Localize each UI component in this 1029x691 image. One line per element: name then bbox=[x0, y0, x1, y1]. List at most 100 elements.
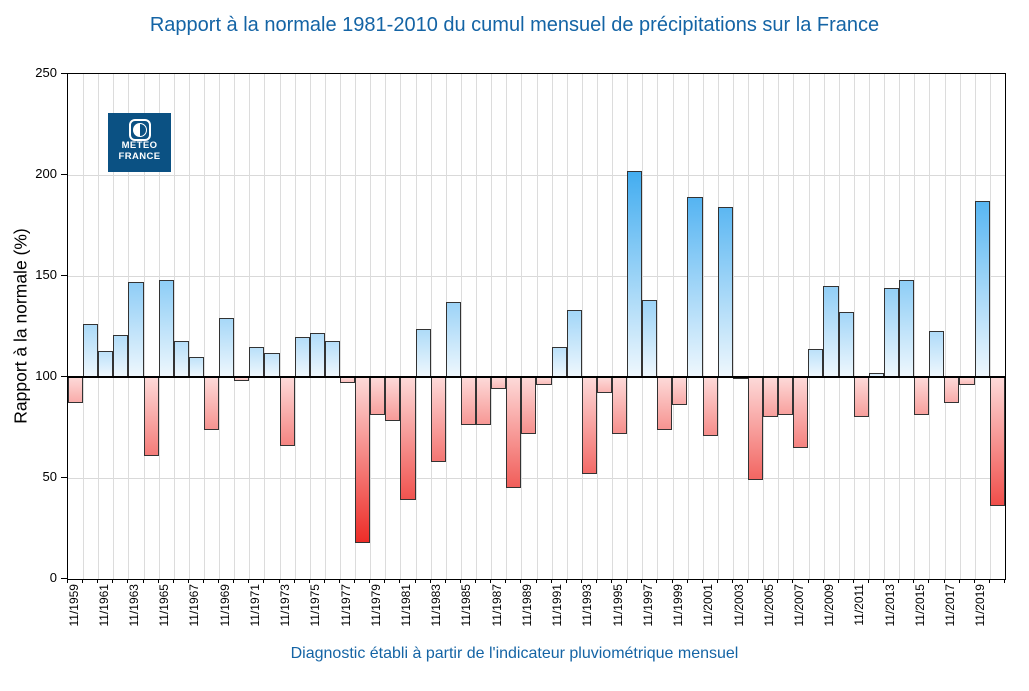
bar-11/1990 bbox=[536, 377, 552, 386]
bar-11/1986 bbox=[475, 377, 492, 426]
vgridline bbox=[143, 74, 145, 579]
vgridline bbox=[279, 74, 281, 579]
x-tick-label-11/2017: 11/2017 bbox=[943, 584, 958, 627]
x-tick bbox=[898, 579, 900, 583]
bar-11/2001 bbox=[702, 377, 718, 436]
x-tick bbox=[308, 579, 310, 583]
vgridline bbox=[113, 74, 115, 579]
bar-11/1965 bbox=[158, 280, 174, 377]
x-tick bbox=[777, 579, 779, 583]
x-tick bbox=[686, 579, 688, 583]
bar-slot bbox=[460, 74, 476, 579]
vgridline bbox=[944, 74, 946, 579]
vgridline bbox=[672, 74, 674, 579]
bar-11/1993 bbox=[581, 377, 597, 474]
bar-slot bbox=[974, 74, 990, 579]
vgridline bbox=[868, 74, 870, 579]
x-tick-label-11/2005: 11/2005 bbox=[761, 584, 776, 627]
vgridline bbox=[98, 74, 100, 579]
bar-11/2020 bbox=[989, 377, 1005, 507]
bar-11/2016 bbox=[929, 330, 945, 377]
bar-11/1972 bbox=[264, 352, 280, 377]
x-tick bbox=[852, 579, 854, 583]
x-tick bbox=[716, 579, 718, 583]
bar-slot bbox=[400, 74, 416, 579]
vgridline bbox=[400, 74, 402, 579]
vgridline bbox=[914, 74, 916, 579]
bar-11/2004 bbox=[747, 377, 764, 481]
x-tick bbox=[505, 579, 507, 583]
x-tick bbox=[611, 579, 613, 583]
vgridline bbox=[460, 74, 462, 579]
y-tick bbox=[61, 477, 67, 478]
y-tick-label-0: 0 bbox=[49, 570, 57, 585]
bar-slot bbox=[838, 74, 854, 579]
vgridline bbox=[581, 74, 583, 579]
bar-slot bbox=[309, 74, 325, 579]
x-tick bbox=[731, 579, 733, 583]
bar-slot bbox=[793, 74, 809, 579]
x-tick bbox=[218, 579, 220, 583]
bar-slot bbox=[611, 74, 628, 579]
bar-slot bbox=[899, 74, 915, 579]
vgridline bbox=[989, 74, 991, 579]
vgridline bbox=[929, 74, 931, 579]
x-tick bbox=[112, 579, 114, 583]
vgridline bbox=[793, 74, 795, 579]
baseline-100-line bbox=[68, 376, 1005, 378]
x-tick bbox=[580, 579, 582, 583]
vgridline bbox=[324, 74, 326, 579]
vgridline bbox=[596, 74, 598, 579]
y-axis-title: Rapport à la normale (%) bbox=[10, 228, 31, 424]
y-tick-label-200: 200 bbox=[35, 166, 57, 181]
vgridline bbox=[415, 74, 417, 579]
x-tick bbox=[988, 579, 990, 583]
bar-slot bbox=[959, 74, 975, 579]
bar-11/1975 bbox=[309, 332, 325, 377]
bar-slot bbox=[566, 74, 582, 579]
x-tick-label-11/1963: 11/1963 bbox=[127, 584, 141, 627]
bar-11/1983 bbox=[430, 377, 446, 462]
bar-11/1991 bbox=[551, 346, 567, 377]
x-tick bbox=[822, 579, 824, 583]
vgridline bbox=[536, 74, 538, 579]
bar-slot bbox=[188, 74, 204, 579]
bar-slot bbox=[355, 74, 371, 579]
bar-slot bbox=[929, 74, 945, 579]
x-tick-label-11/1979: 11/1979 bbox=[368, 584, 383, 627]
bar-slot bbox=[506, 74, 522, 579]
x-tick bbox=[1004, 579, 1005, 583]
x-tick bbox=[444, 579, 446, 583]
logo-text-line2: FRANCE bbox=[118, 150, 161, 162]
vgridline bbox=[551, 74, 553, 579]
vgridline bbox=[204, 74, 206, 579]
x-tick-label-11/1961: 11/1961 bbox=[96, 584, 111, 627]
x-tick bbox=[475, 579, 477, 583]
chart-title: Rapport à la normale 1981-2010 du cumul … bbox=[149, 14, 880, 36]
bar-slot bbox=[234, 74, 250, 579]
x-tick-label-11/2003: 11/2003 bbox=[731, 584, 746, 627]
bar-11/1971 bbox=[249, 346, 265, 377]
x-tick-label-11/2015: 11/2015 bbox=[912, 584, 927, 627]
bar-11/1962 bbox=[113, 334, 129, 377]
x-tick bbox=[913, 579, 915, 583]
bar-11/2009 bbox=[823, 286, 839, 377]
bar-slot bbox=[747, 74, 764, 579]
x-tick bbox=[399, 579, 401, 583]
vgridline bbox=[748, 74, 750, 579]
vgridline bbox=[173, 74, 175, 579]
x-tick bbox=[414, 579, 416, 583]
meteo-france-sphere-icon bbox=[128, 119, 151, 141]
x-tick bbox=[263, 579, 265, 583]
x-tick bbox=[943, 579, 945, 583]
vgridline bbox=[340, 74, 342, 579]
bar-slot bbox=[581, 74, 597, 579]
x-tick-label-11/1993: 11/1993 bbox=[580, 584, 595, 627]
bar-11/1981 bbox=[400, 377, 416, 501]
bar-11/1987 bbox=[491, 377, 507, 390]
x-tick bbox=[762, 579, 764, 583]
bar-slot bbox=[883, 74, 900, 579]
x-tick bbox=[671, 579, 673, 583]
vgridline bbox=[732, 74, 734, 579]
vgridline bbox=[234, 74, 236, 579]
